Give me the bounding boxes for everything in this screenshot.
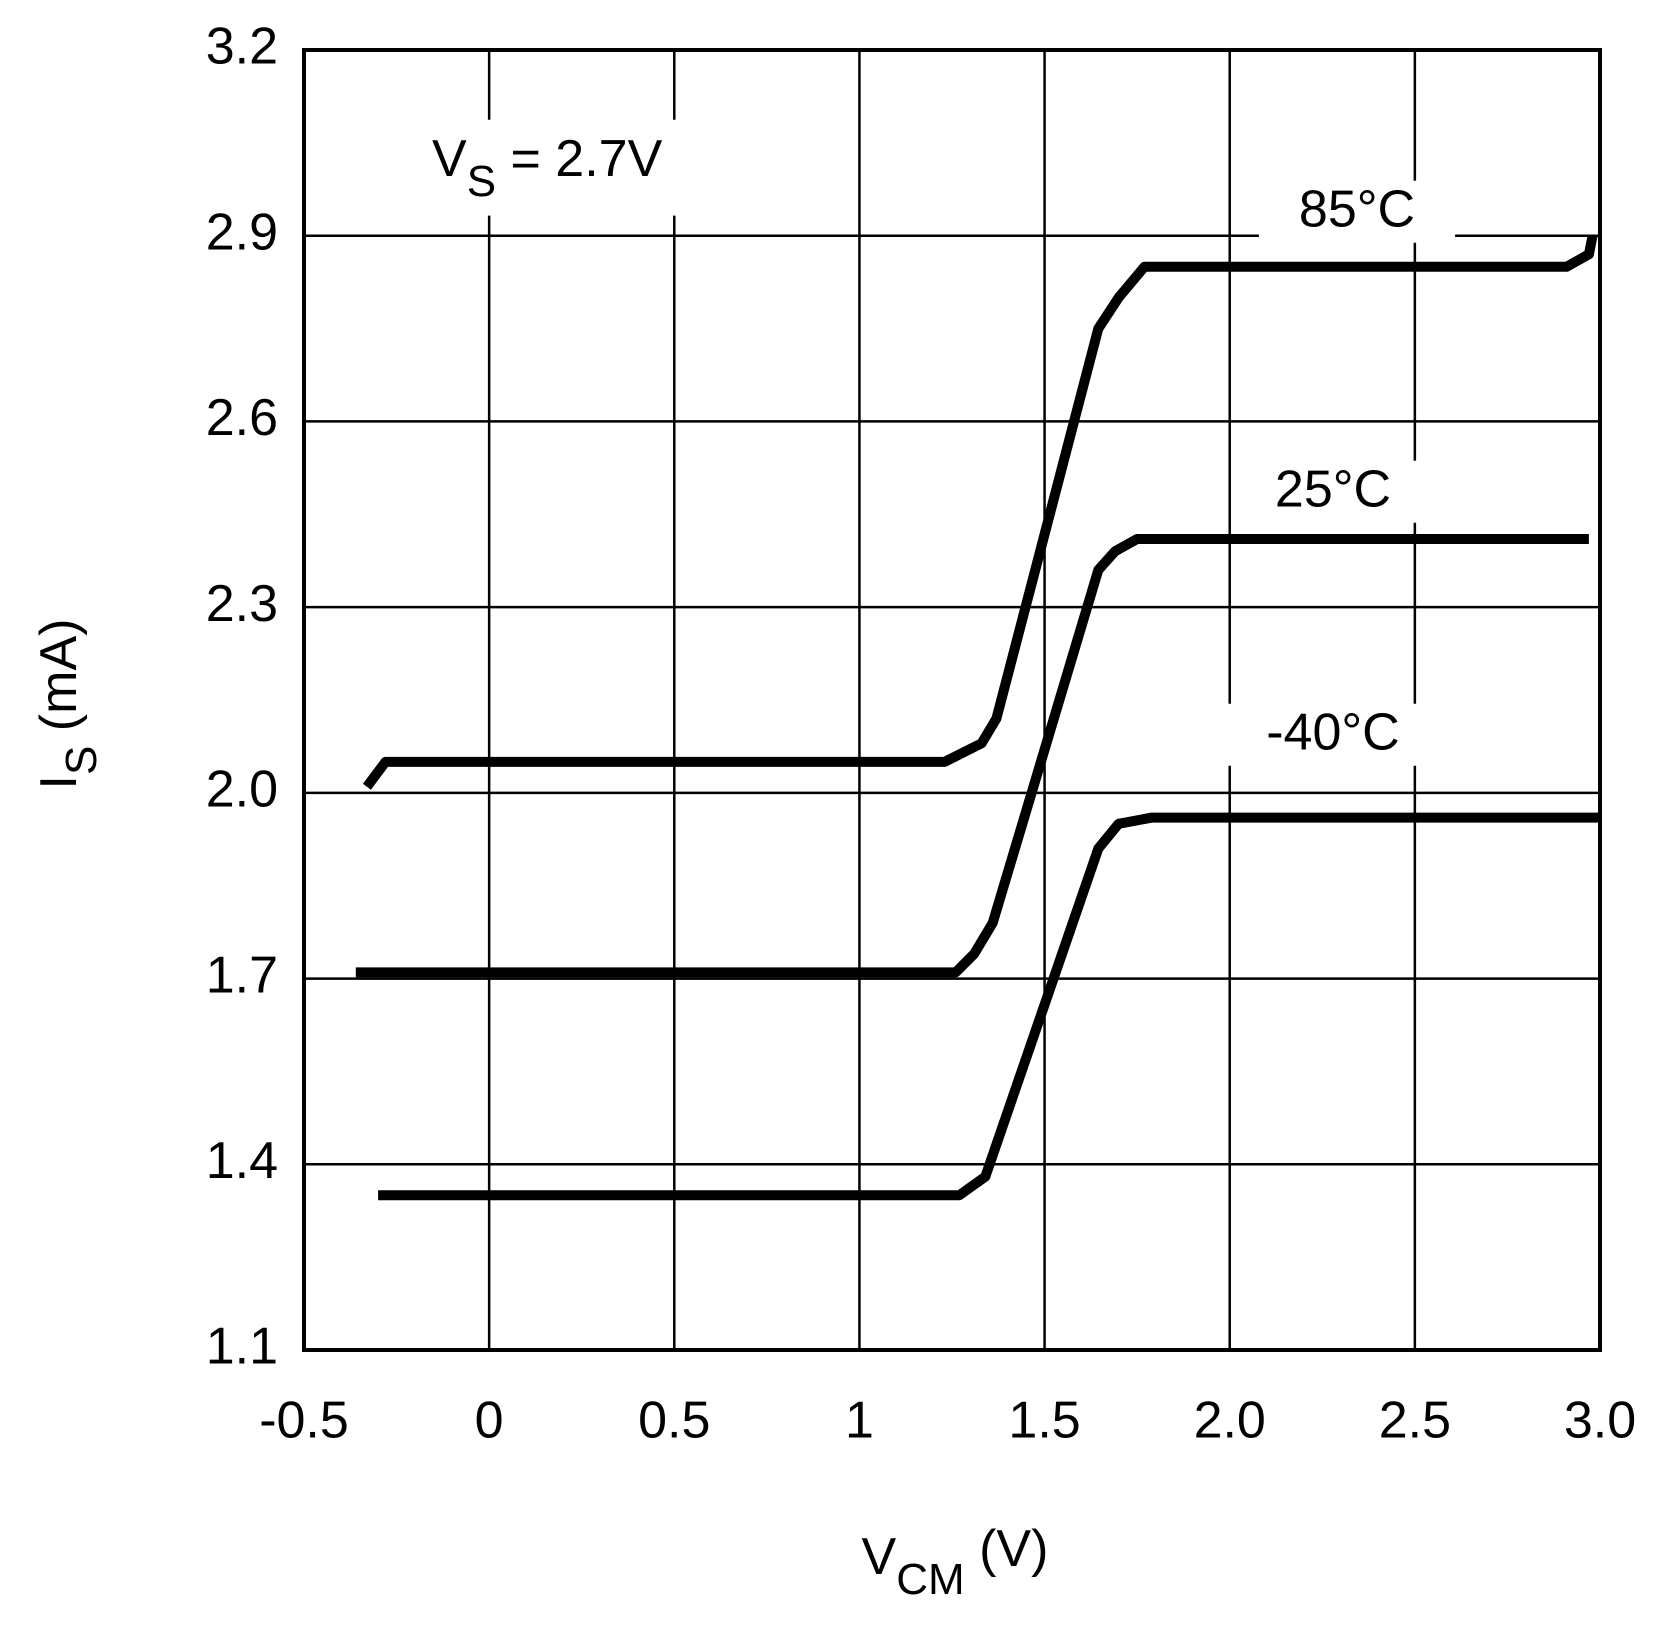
x-tick-label: 0.5 [638, 1392, 710, 1450]
y-label-main: I [30, 775, 88, 789]
series-line [362, 234, 1598, 790]
x-tick-label: 1.5 [1008, 1392, 1080, 1450]
x-tick-label: 3.0 [1564, 1392, 1636, 1450]
y-tick-label: 1.7 [206, 946, 278, 1004]
y-tick-label: 2.0 [206, 761, 278, 819]
x-tick-label: 2.0 [1194, 1392, 1266, 1450]
y-tick-label: 2.3 [206, 575, 278, 633]
x-tick-label: 0 [475, 1392, 504, 1450]
x-label-rest: (V) [965, 1520, 1049, 1578]
x-label-main: V [862, 1528, 897, 1586]
series-line [355, 534, 1589, 978]
x-tick-label: 1 [845, 1392, 874, 1450]
y-tick-label: 1.1 [206, 1318, 278, 1376]
y-label-rest: (mA) [30, 619, 88, 746]
y-tick-label: 2.9 [206, 203, 278, 261]
y-axis-label: IS (mA) [30, 619, 106, 790]
label-backgrounds [412, 119, 1456, 766]
series-label: 85°C [1299, 181, 1415, 239]
series-line [378, 812, 1600, 1201]
annotation-main: V [432, 130, 467, 188]
annotation-rest: = 2.7V [496, 130, 663, 188]
annotation: VS = 2.7V [432, 130, 663, 206]
annotation-sub: S [467, 157, 496, 206]
annotation-background [412, 119, 683, 216]
series-label-background [1226, 703, 1440, 766]
x-tick-label: 2.5 [1379, 1392, 1451, 1450]
series-label: -40°C [1266, 704, 1400, 762]
grid [302, 48, 1602, 1352]
y-tick-label: 1.4 [206, 1132, 278, 1190]
y-tick-label: 3.2 [206, 18, 278, 76]
x-label-sub: CM [896, 1555, 964, 1604]
x-tick-label: -0.5 [259, 1392, 349, 1450]
series-label-background [1258, 180, 1456, 243]
plot-frame [302, 48, 1602, 1352]
series-label-background [1234, 460, 1432, 523]
series-label: 25°C [1275, 461, 1391, 519]
y-label-sub: S [57, 746, 106, 775]
lines [355, 234, 1600, 1201]
x-axis-label: VCM (V) [862, 1520, 1049, 1604]
y-tick-label: 2.6 [206, 389, 278, 447]
